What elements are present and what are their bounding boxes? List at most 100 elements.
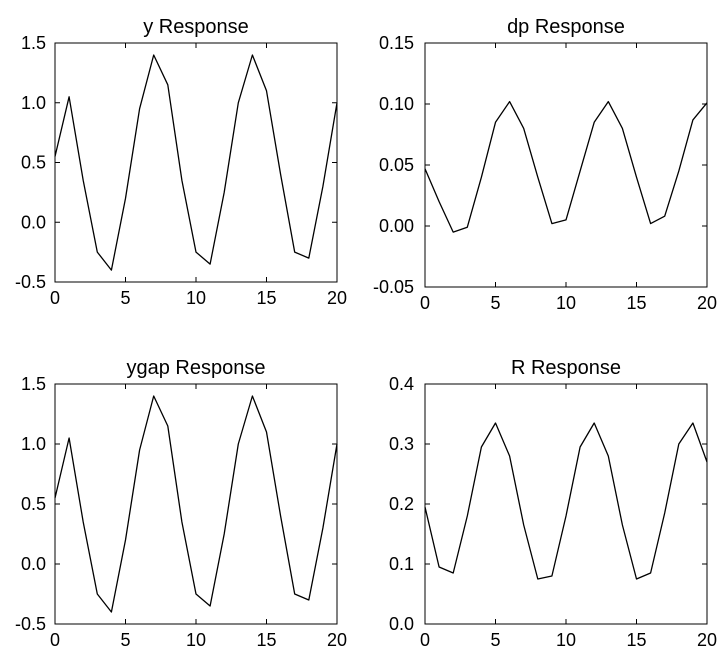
chart-panel-3: ygap Response 0 5 10 15 20 -0.5 0.0 0.5 1.0 1.5: [15, 357, 347, 650]
data-point: [308, 257, 310, 259]
x-tick-label: 5: [120, 288, 130, 308]
data-point: [308, 599, 310, 601]
data-point: [82, 521, 84, 523]
data-point: [68, 96, 70, 98]
data-point: [706, 102, 708, 104]
data-point: [265, 90, 267, 92]
data-point: [54, 497, 56, 499]
data-point: [153, 395, 155, 397]
x-tick-label: 10: [556, 630, 576, 650]
data-point: [664, 512, 666, 514]
y-tick-label: 0.0: [389, 614, 414, 634]
data-point: [322, 527, 324, 529]
data-point: [523, 127, 525, 129]
data-point: [664, 215, 666, 217]
x-tick-label: 20: [697, 630, 717, 650]
x-tick-label: 20: [697, 293, 717, 313]
data-point: [294, 251, 296, 253]
x-tick-label: 15: [626, 293, 646, 313]
data-point: [466, 515, 468, 517]
y-tick-label: 1.5: [21, 33, 46, 53]
x-tick-label: 0: [420, 630, 430, 650]
data-point: [181, 521, 183, 523]
y-tick-label: 0.0: [21, 554, 46, 574]
series-line: [424, 100, 708, 233]
data-point: [223, 191, 225, 193]
data-point: [68, 437, 70, 439]
data-point: [692, 422, 694, 424]
x-tick-label: 10: [556, 293, 576, 313]
x-tick-label: 15: [626, 630, 646, 650]
data-point: [480, 446, 482, 448]
data-point: [209, 263, 211, 265]
data-point: [223, 533, 225, 535]
x-tick-label: 20: [327, 288, 347, 308]
y-tick-label: 0.1: [389, 554, 414, 574]
series-line: [54, 54, 338, 271]
chart-panel-2: dp Response 0 5 10 15 20 -0.05 0.00 0.05 0.10 0.15: [373, 16, 717, 313]
data-point: [537, 176, 539, 178]
x-tick-label: 0: [50, 288, 60, 308]
data-point: [593, 422, 595, 424]
x-tick-label: 15: [256, 630, 276, 650]
x-tick-label: 10: [186, 288, 206, 308]
plot-frame: [424, 42, 708, 288]
x-tick-label: 5: [120, 630, 130, 650]
data-point: [82, 179, 84, 181]
data-point: [706, 461, 708, 463]
data-point: [237, 443, 239, 445]
data-point: [54, 155, 56, 157]
data-point: [195, 593, 197, 595]
x-tick-label: 15: [256, 288, 276, 308]
data-point: [336, 102, 338, 104]
data-point: [494, 422, 496, 424]
data-point: [209, 605, 211, 607]
x-tick-label: 0: [420, 293, 430, 313]
data-point: [452, 231, 454, 233]
data-point: [424, 167, 426, 169]
data-point: [96, 251, 98, 253]
data-point: [692, 119, 694, 121]
x-tick-label: 5: [490, 293, 500, 313]
data-point: [96, 593, 98, 595]
data-point: [438, 200, 440, 202]
x-tick-label: 5: [490, 630, 500, 650]
x-tick-label: 0: [50, 630, 60, 650]
data-point: [523, 524, 525, 526]
y-tick-label: 0.2: [389, 494, 414, 514]
data-point: [607, 455, 609, 457]
chart-panel-1: y Response 0 5 10 15 20 -0.5 0.0 0.5 1.0 1.5: [15, 16, 347, 308]
data-point: [579, 170, 581, 172]
data-point: [565, 219, 567, 221]
y-tick-label: -0.05: [373, 277, 414, 297]
data-point: [494, 121, 496, 123]
data-point: [153, 54, 155, 56]
chart-title: dp Response: [507, 16, 625, 38]
data-point: [466, 226, 468, 228]
data-point: [678, 443, 680, 445]
data-point: [237, 102, 239, 104]
y-tick-label: 1.0: [21, 93, 46, 113]
y-tick-label: 0.5: [21, 153, 46, 173]
data-point: [336, 443, 338, 445]
y-tick-label: 0.4: [389, 374, 414, 394]
data-point: [167, 84, 169, 86]
data-point: [167, 425, 169, 427]
data-point: [649, 222, 651, 224]
data-point: [251, 54, 253, 56]
data-point: [181, 179, 183, 181]
data-point: [138, 108, 140, 110]
data-point: [294, 593, 296, 595]
data-point: [508, 100, 510, 102]
chart-title: R Response: [511, 357, 621, 379]
y-tick-label: -0.5: [15, 614, 46, 634]
y-tick-label: 0.05: [379, 155, 414, 175]
data-point: [251, 395, 253, 397]
y-tick-label: 0.5: [21, 494, 46, 514]
chart-title: ygap Response: [127, 357, 266, 379]
data-point: [279, 515, 281, 517]
x-tick-label: 20: [327, 630, 347, 650]
data-point: [424, 506, 426, 508]
y-tick-label: 0.00: [379, 216, 414, 236]
